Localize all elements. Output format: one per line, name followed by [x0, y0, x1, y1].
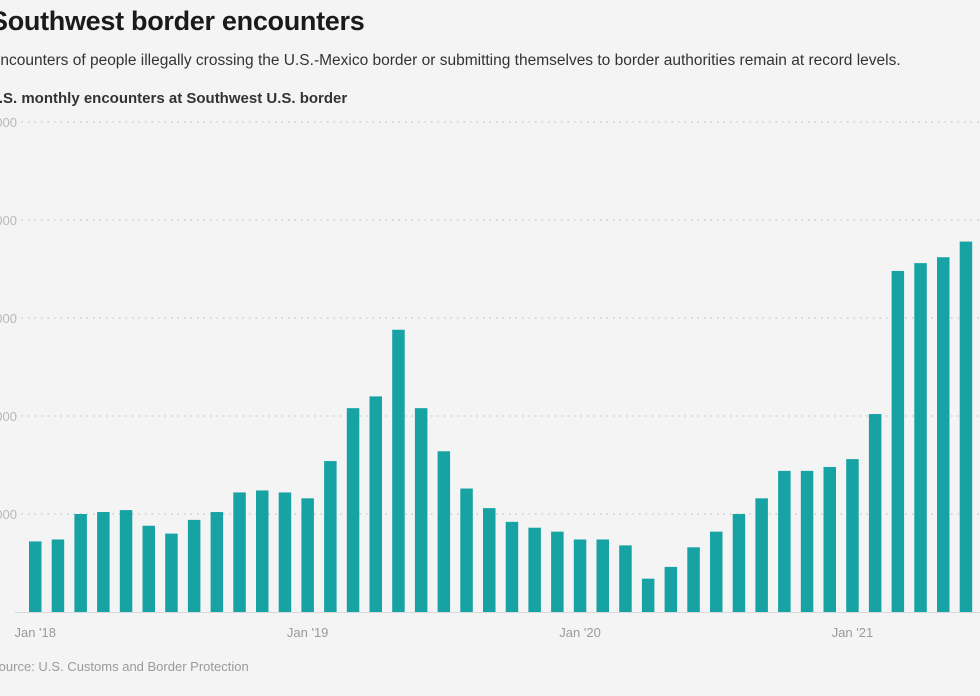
bar-2020-07: [710, 531, 723, 612]
bar-2021-01: [846, 459, 859, 612]
x-axis-ticks: Jan '18 Jan '19 Jan '20 Jan '21: [14, 625, 873, 640]
bar-2020-02: [596, 539, 609, 612]
bar-2020-01: [573, 539, 587, 612]
y-tick-label: 100,000: [0, 409, 17, 424]
bar-2019-01: [301, 498, 314, 612]
y-tick-label: 250,000: [0, 115, 17, 130]
bar-2019-05: [392, 329, 405, 612]
bar-2018-02: [51, 539, 65, 612]
bar-2021-06: [959, 241, 973, 612]
bar-2019-06: [414, 408, 428, 612]
bar-2019-11: [528, 527, 541, 612]
bar-2018-09: [210, 512, 224, 612]
y-tick-label: 50,000: [0, 507, 17, 522]
bar-2018-01: [29, 541, 42, 612]
bar-2018-12: [278, 492, 292, 612]
chart-subtitle: Encounters of people illegally crossing …: [0, 52, 901, 69]
bar-2018-05: [119, 510, 133, 612]
bar-2019-08: [460, 488, 473, 612]
bar-2018-03: [74, 514, 87, 612]
bar-2019-10: [505, 521, 519, 612]
bar-2018-07: [165, 533, 178, 612]
x-tick-label: Jan '20: [559, 625, 601, 640]
bar-2021-04: [914, 263, 927, 612]
bar-2019-12: [551, 531, 564, 612]
grid-lines: [15, 121, 980, 613]
bar-2021-03: [891, 270, 905, 612]
bar-2018-11: [256, 490, 269, 612]
x-tick-label: Jan '21: [832, 625, 874, 640]
source-note: Source: U.S. Customs and Border Protecti…: [0, 659, 249, 674]
bar-2020-04: [641, 578, 655, 612]
bar-2019-02: [324, 461, 337, 612]
bar-2020-10: [778, 470, 791, 612]
y-axis-ticks: 50,000 100,000 150,000 200,000 250,000: [0, 115, 17, 522]
bar-2019-07: [437, 451, 451, 612]
chart-title: Southwest border encounters: [0, 6, 365, 36]
bar-2020-03: [619, 545, 632, 612]
chart-y-label: U.S. monthly encounters at Southwest U.S…: [0, 90, 348, 107]
bar-2018-04: [97, 512, 110, 612]
bar-2018-10: [233, 492, 246, 612]
bar-2020-11: [800, 470, 814, 612]
bar-2018-08: [187, 519, 201, 612]
bar-2019-04: [369, 396, 382, 612]
bar-2020-06: [687, 547, 700, 612]
bar-2020-09: [755, 498, 768, 612]
bar-2020-05: [664, 566, 678, 612]
y-tick-label: 200,000: [0, 213, 17, 228]
bar-2020-08: [732, 514, 746, 612]
bar-2020-12: [823, 466, 836, 612]
y-tick-label: 150,000: [0, 311, 17, 326]
bars: [29, 241, 973, 612]
bar-2019-03: [346, 408, 360, 612]
bar-2018-06: [142, 525, 155, 612]
bar-2021-05: [937, 257, 950, 612]
bar-2019-09: [483, 508, 496, 612]
x-tick-label: Jan '19: [287, 625, 329, 640]
x-tick-label: Jan '18: [14, 625, 56, 640]
bar-2021-02: [868, 414, 882, 612]
